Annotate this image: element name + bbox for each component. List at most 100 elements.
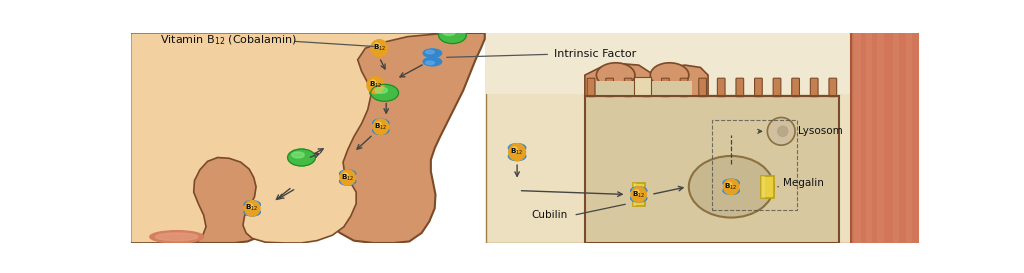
FancyBboxPatch shape [698, 78, 707, 97]
Text: B$_{12}$: B$_{12}$ [632, 189, 645, 200]
Ellipse shape [725, 190, 733, 193]
Bar [761, 176, 773, 198]
Polygon shape [131, 33, 484, 243]
Text: B$_{12}$: B$_{12}$ [374, 121, 387, 132]
Circle shape [373, 119, 388, 134]
Ellipse shape [156, 233, 198, 241]
Text: Vitamin B$_{12}$ (Cobalamin): Vitamin B$_{12}$ (Cobalamin) [160, 34, 297, 47]
Circle shape [634, 190, 639, 195]
Ellipse shape [438, 26, 466, 43]
Circle shape [777, 126, 788, 137]
Ellipse shape [244, 208, 260, 216]
Ellipse shape [650, 63, 689, 87]
Ellipse shape [373, 119, 389, 127]
Bar [596, 81, 638, 96]
Bar [649, 81, 692, 96]
Ellipse shape [340, 170, 355, 177]
Ellipse shape [375, 130, 382, 133]
Circle shape [340, 170, 355, 185]
FancyBboxPatch shape [810, 78, 818, 97]
Text: B$_{12}$: B$_{12}$ [510, 147, 524, 157]
Ellipse shape [340, 177, 355, 185]
Bar [854, 33, 860, 243]
Bar [633, 183, 645, 206]
Circle shape [367, 77, 384, 94]
Ellipse shape [509, 144, 525, 152]
Bar [878, 33, 884, 243]
Circle shape [724, 179, 739, 194]
Ellipse shape [373, 127, 389, 134]
FancyBboxPatch shape [643, 78, 650, 97]
Ellipse shape [723, 187, 739, 194]
Bar [866, 33, 872, 243]
Bar [633, 183, 636, 206]
Ellipse shape [342, 181, 349, 184]
Circle shape [509, 144, 525, 161]
Bar [761, 176, 765, 198]
Ellipse shape [426, 50, 434, 54]
Ellipse shape [631, 187, 647, 194]
FancyBboxPatch shape [736, 78, 743, 97]
Circle shape [343, 173, 348, 178]
Ellipse shape [426, 61, 434, 64]
Ellipse shape [375, 87, 387, 93]
FancyBboxPatch shape [662, 78, 670, 97]
Ellipse shape [423, 49, 441, 57]
Text: B$_{12}$: B$_{12}$ [724, 182, 738, 192]
Text: B$_{12}$: B$_{12}$ [369, 80, 383, 90]
FancyBboxPatch shape [718, 78, 725, 97]
Circle shape [767, 117, 795, 145]
Ellipse shape [511, 156, 519, 159]
Bar [585, 60, 708, 75]
Ellipse shape [509, 152, 525, 161]
Text: Intrinsic Factor: Intrinsic Factor [554, 49, 636, 59]
Text: B$_{12}$: B$_{12}$ [341, 173, 354, 183]
Ellipse shape [633, 188, 640, 191]
Bar [906, 33, 912, 243]
Circle shape [371, 80, 376, 85]
Ellipse shape [689, 156, 773, 218]
Circle shape [631, 187, 646, 202]
Circle shape [248, 204, 253, 209]
Ellipse shape [244, 201, 260, 208]
Bar [634, 77, 651, 96]
Ellipse shape [596, 63, 635, 87]
Ellipse shape [631, 194, 647, 202]
Polygon shape [585, 64, 708, 96]
Ellipse shape [725, 180, 733, 183]
Bar [486, 33, 851, 243]
Bar [851, 33, 920, 243]
Ellipse shape [511, 145, 519, 149]
Circle shape [374, 43, 380, 49]
Ellipse shape [633, 198, 640, 201]
Text: Lysosom: Lysosom [798, 126, 843, 136]
FancyBboxPatch shape [606, 78, 613, 97]
Bar [851, 33, 920, 243]
Ellipse shape [375, 120, 382, 123]
Text: Cubilin: Cubilin [531, 210, 567, 220]
FancyBboxPatch shape [755, 78, 762, 97]
Ellipse shape [247, 202, 254, 205]
Ellipse shape [150, 231, 204, 243]
FancyBboxPatch shape [829, 78, 837, 97]
Ellipse shape [342, 171, 349, 174]
Circle shape [376, 122, 381, 127]
Text: Megalin: Megalin [782, 178, 823, 188]
FancyBboxPatch shape [792, 78, 800, 97]
Circle shape [371, 40, 388, 57]
Text: B$_{12}$: B$_{12}$ [246, 203, 259, 213]
Ellipse shape [371, 84, 398, 101]
Ellipse shape [292, 152, 304, 158]
Ellipse shape [723, 179, 739, 187]
Bar [893, 33, 899, 243]
Ellipse shape [288, 149, 315, 166]
Ellipse shape [442, 29, 456, 35]
Ellipse shape [423, 57, 441, 66]
Text: B$_{12}$: B$_{12}$ [373, 43, 386, 53]
Ellipse shape [247, 212, 254, 215]
FancyBboxPatch shape [587, 78, 595, 97]
Circle shape [512, 147, 517, 152]
Bar [585, 96, 839, 243]
Circle shape [245, 201, 260, 216]
Circle shape [727, 182, 731, 187]
